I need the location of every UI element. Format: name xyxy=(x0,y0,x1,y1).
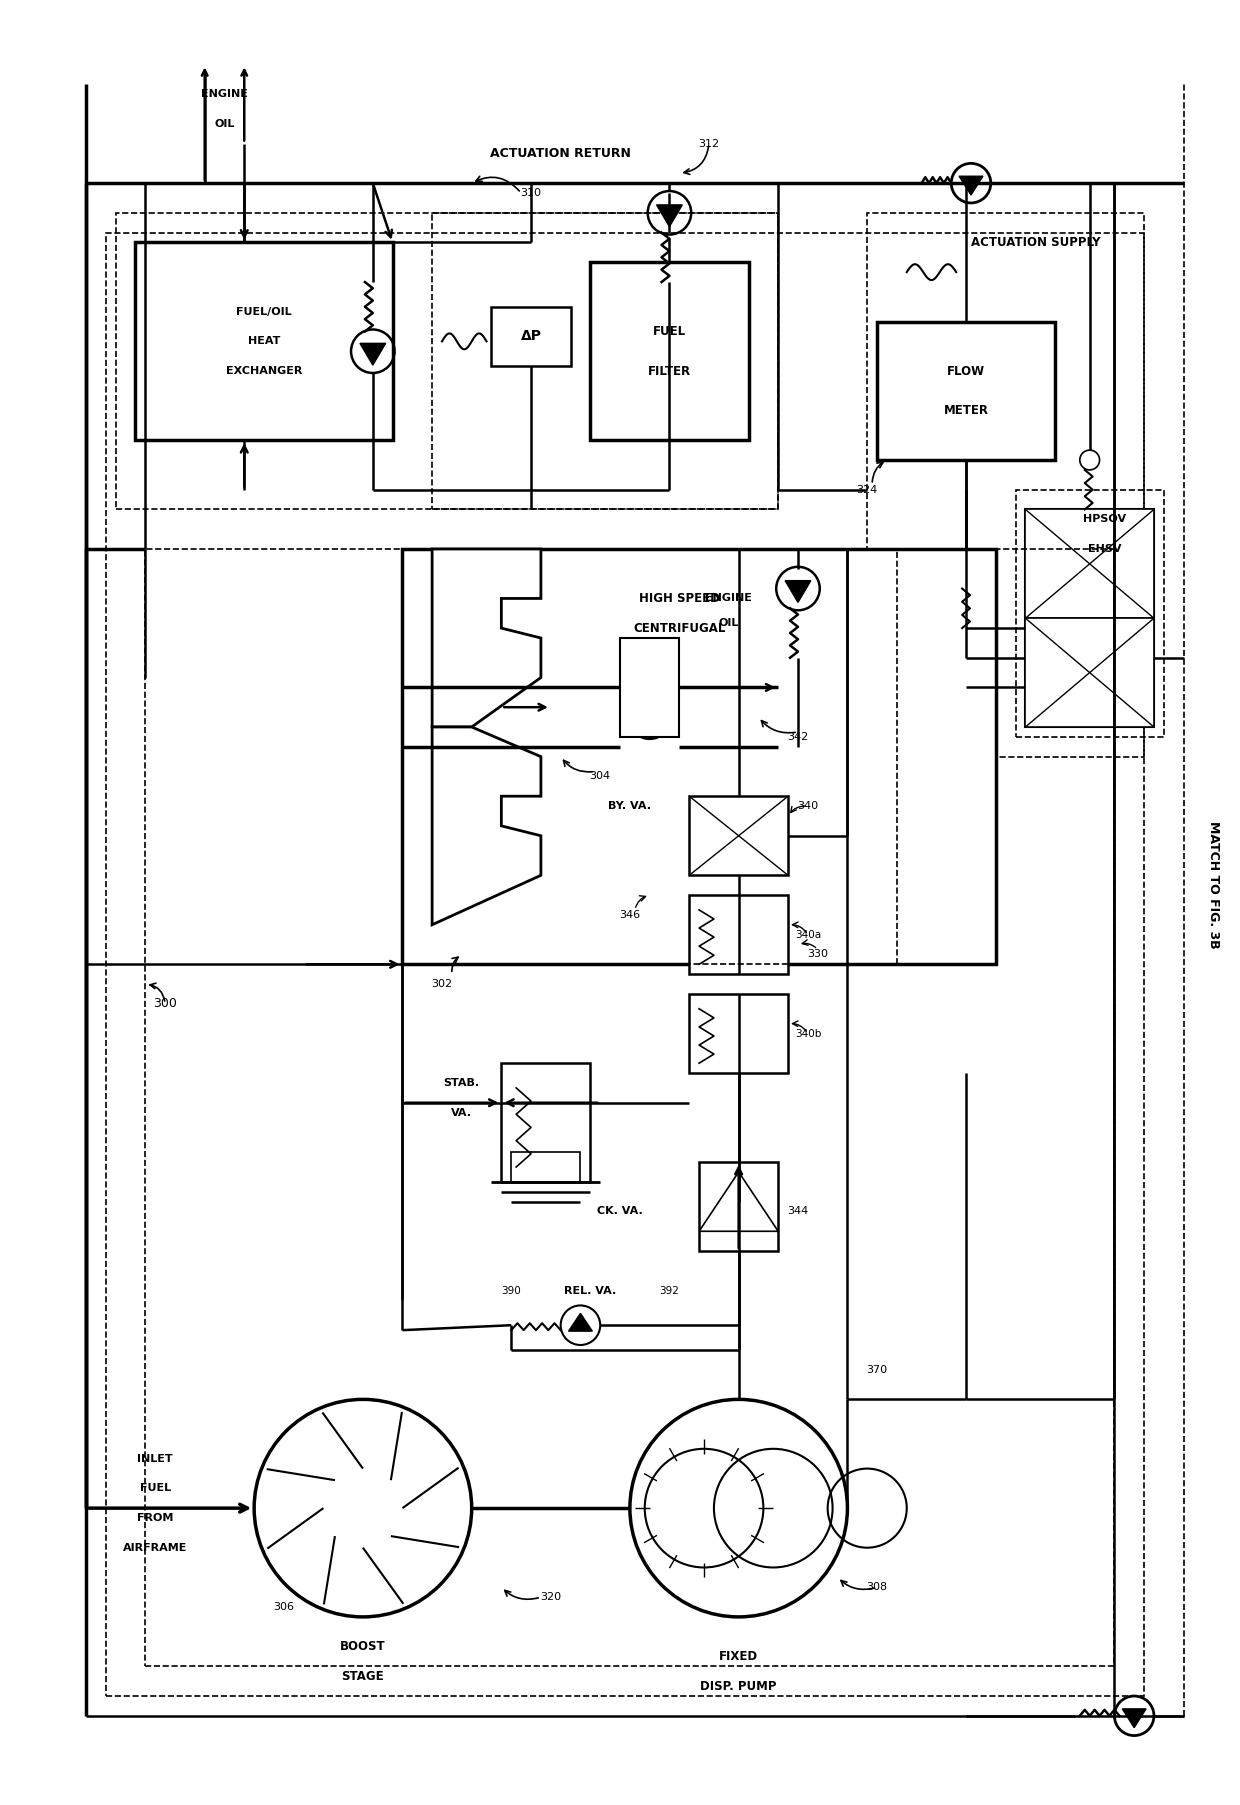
Text: EHSV: EHSV xyxy=(1087,543,1121,554)
Text: STAB.: STAB. xyxy=(444,1078,480,1088)
Bar xyxy=(590,262,749,440)
Text: OIL: OIL xyxy=(215,119,234,128)
Bar xyxy=(689,796,789,875)
Bar xyxy=(403,549,996,964)
Text: 308: 308 xyxy=(867,1583,888,1592)
Text: ACTUATION SUPPLY: ACTUATION SUPPLY xyxy=(971,236,1100,249)
Bar xyxy=(135,242,393,440)
Bar xyxy=(1016,489,1164,736)
Text: AIRFRAME: AIRFRAME xyxy=(123,1543,187,1552)
Text: 390: 390 xyxy=(501,1285,521,1296)
Bar xyxy=(867,213,1145,756)
Text: CENTRIFUGAL: CENTRIFUGAL xyxy=(634,621,725,635)
Bar xyxy=(491,307,570,366)
Text: 392: 392 xyxy=(660,1285,680,1296)
Text: 340a: 340a xyxy=(795,930,821,940)
Text: 340: 340 xyxy=(797,801,818,810)
Bar xyxy=(699,1162,779,1251)
Text: ACTUATION RETURN: ACTUATION RETURN xyxy=(490,146,631,161)
Text: HEAT: HEAT xyxy=(248,336,280,347)
Text: FUEL: FUEL xyxy=(140,1484,171,1493)
Text: FLOW: FLOW xyxy=(947,365,985,377)
Polygon shape xyxy=(699,1171,779,1231)
Bar xyxy=(115,213,779,509)
Text: FIXED: FIXED xyxy=(719,1650,758,1662)
Polygon shape xyxy=(956,563,976,579)
Text: BY. VA.: BY. VA. xyxy=(609,801,651,810)
Polygon shape xyxy=(432,727,541,924)
Text: STAGE: STAGE xyxy=(341,1670,384,1682)
Bar xyxy=(1025,509,1154,727)
Polygon shape xyxy=(360,343,386,365)
Text: 300: 300 xyxy=(154,998,177,1011)
Polygon shape xyxy=(1122,1709,1146,1727)
Text: FUEL: FUEL xyxy=(653,325,686,338)
Text: FUEL/OIL: FUEL/OIL xyxy=(236,307,291,316)
Bar xyxy=(501,1063,590,1182)
Text: 306: 306 xyxy=(273,1603,294,1612)
Text: 346: 346 xyxy=(619,910,640,921)
Text: METER: METER xyxy=(944,404,988,417)
Text: CK. VA.: CK. VA. xyxy=(598,1206,642,1217)
Text: REL. VA.: REL. VA. xyxy=(564,1285,616,1296)
Text: 330: 330 xyxy=(807,949,828,960)
Text: 312: 312 xyxy=(698,139,719,148)
Text: DISP. PUMP: DISP. PUMP xyxy=(701,1680,777,1693)
Text: FROM: FROM xyxy=(138,1513,174,1523)
Polygon shape xyxy=(432,549,541,727)
Bar xyxy=(105,233,1145,1697)
Text: 342: 342 xyxy=(787,731,808,742)
Text: VA.: VA. xyxy=(451,1108,472,1117)
Text: 304: 304 xyxy=(590,771,611,782)
Bar xyxy=(145,549,1115,1666)
Text: 370: 370 xyxy=(867,1365,888,1375)
Text: ΔP: ΔP xyxy=(521,329,542,343)
Text: 320: 320 xyxy=(541,1592,562,1603)
Bar xyxy=(689,995,789,1072)
Text: 340b: 340b xyxy=(795,1029,821,1038)
Text: HPSOV: HPSOV xyxy=(1083,514,1126,523)
Bar xyxy=(877,321,1055,460)
Bar xyxy=(689,895,789,975)
Text: 310: 310 xyxy=(521,188,542,199)
Bar xyxy=(403,549,897,964)
Text: INLET: INLET xyxy=(138,1453,174,1464)
Bar xyxy=(620,637,680,736)
Text: FILTER: FILTER xyxy=(647,365,691,377)
Bar xyxy=(511,1152,580,1182)
Text: 302: 302 xyxy=(432,978,453,989)
Bar xyxy=(1025,509,1154,619)
Polygon shape xyxy=(960,177,983,195)
Text: EXCHANGER: EXCHANGER xyxy=(226,366,303,375)
Polygon shape xyxy=(785,581,811,603)
Text: MATCH TO FIG. 3B: MATCH TO FIG. 3B xyxy=(1207,821,1220,949)
Text: ENGINE: ENGINE xyxy=(201,88,248,99)
Text: BOOST: BOOST xyxy=(340,1641,386,1653)
Text: 324: 324 xyxy=(857,486,878,495)
Text: OIL: OIL xyxy=(719,617,739,628)
Polygon shape xyxy=(657,206,682,227)
Text: 344: 344 xyxy=(787,1206,808,1217)
Text: HIGH SPEED: HIGH SPEED xyxy=(639,592,719,605)
Polygon shape xyxy=(569,1314,593,1330)
Bar xyxy=(1025,619,1154,727)
Bar xyxy=(432,213,779,509)
Text: ENGINE: ENGINE xyxy=(706,594,753,603)
